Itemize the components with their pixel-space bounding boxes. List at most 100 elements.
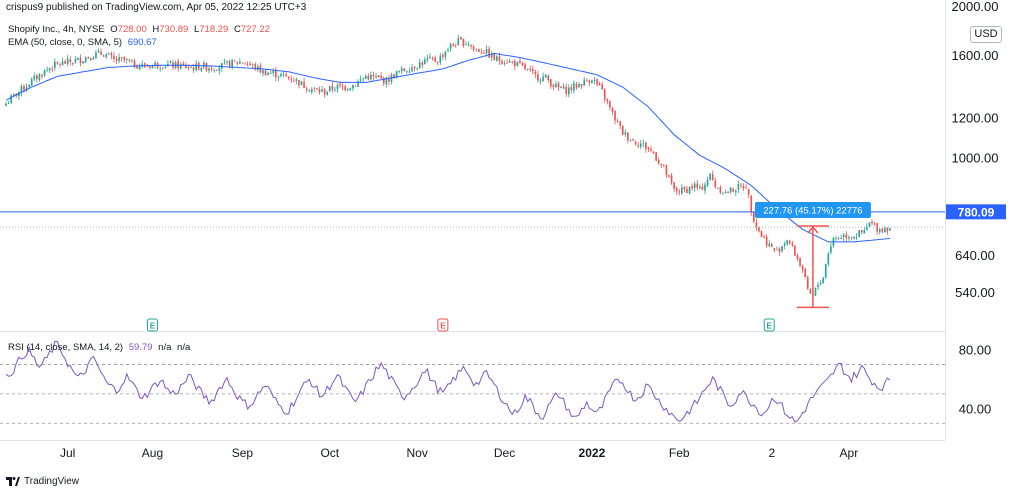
candle-body: [105, 54, 108, 57]
candle-body: [786, 240, 789, 245]
candle-body: [413, 66, 416, 69]
candle-body: [552, 85, 555, 88]
candle-body: [84, 57, 87, 63]
candle-body: [729, 187, 732, 192]
candle-body: [380, 75, 383, 79]
candle-body: [657, 159, 660, 164]
candle-body: [395, 70, 398, 78]
candle-body: [10, 95, 12, 103]
candle-body: [806, 277, 809, 289]
candle-body: [161, 68, 164, 69]
candle-body: [824, 263, 827, 278]
candle-body: [670, 175, 673, 183]
candle-body: [239, 61, 241, 64]
rsi-label: RSI (14, close, SMA, 14, 2): [8, 342, 124, 353]
candle-body: [663, 164, 665, 166]
candle-body: [46, 69, 48, 71]
candle-body: [61, 61, 64, 66]
candle-body: [691, 185, 693, 189]
candle-body: [531, 69, 534, 72]
candle-body: [74, 59, 77, 63]
candle-body: [400, 68, 403, 72]
candle-body: [521, 62, 524, 66]
candle-body: [801, 265, 804, 270]
candle-body: [23, 86, 25, 90]
candle-body: [778, 248, 781, 253]
candle-body: [822, 277, 825, 283]
candle-body: [871, 221, 873, 224]
earnings-marker-label: E: [767, 322, 773, 331]
candle-body: [488, 48, 490, 58]
earnings-marker-label: E: [150, 322, 156, 331]
candle-body: [323, 89, 326, 95]
candle-body: [334, 89, 336, 91]
candle-body: [390, 74, 393, 82]
candle-body: [478, 49, 480, 52]
candle-body: [732, 188, 735, 192]
earnings-marker-label: E: [440, 322, 446, 331]
candle-body: [639, 143, 642, 147]
candle-body: [542, 76, 544, 82]
candle-body: [321, 89, 323, 92]
candle-body: [655, 152, 657, 161]
candle-body: [154, 62, 156, 65]
candle-body: [310, 89, 313, 92]
candle-body: [262, 70, 264, 74]
candle-body: [742, 186, 745, 189]
price-tick-label: 640.00: [955, 248, 995, 263]
candle-body: [675, 188, 678, 192]
tradingview-logo-icon: [6, 477, 20, 486]
rsi-bands: [0, 364, 945, 424]
candle-body: [341, 86, 344, 88]
candle-body: [97, 50, 100, 53]
candle-body: [102, 55, 105, 57]
candle-body: [863, 230, 866, 234]
high-value: 730.89: [159, 24, 189, 35]
candle-body: [303, 81, 305, 88]
candle-body: [840, 237, 843, 239]
candle-body: [295, 79, 298, 81]
candle-body: [269, 72, 272, 74]
candle-body: [503, 63, 506, 64]
candle-body: [549, 79, 552, 87]
candle-body: [362, 78, 365, 80]
candle-body: [398, 71, 401, 73]
candle-body: [688, 186, 691, 194]
candle-body: [652, 151, 655, 154]
candle-body: [575, 84, 578, 88]
candle-body: [226, 61, 228, 63]
candle-body: [287, 76, 290, 79]
candle-body: [177, 61, 180, 69]
candle-body: [809, 289, 812, 294]
candle-body: [382, 77, 385, 84]
currency-button[interactable]: USD: [970, 26, 1002, 43]
price-tick-label: 1000.00: [952, 151, 999, 166]
candle-body: [429, 56, 431, 59]
candle-body: [357, 81, 359, 87]
candle-body: [858, 230, 860, 237]
candle-body: [367, 75, 370, 80]
candle-body: [418, 62, 421, 69]
candle-body: [408, 71, 411, 73]
candle-body: [426, 58, 429, 60]
candle-body: [480, 52, 483, 54]
candle-body: [352, 84, 354, 89]
candle-body: [107, 53, 110, 55]
candle-body: [267, 72, 269, 76]
candle-body: [457, 38, 460, 46]
price-axis-ticks: 2000.00 1600.00 1200.00 1000.00 640.00 540.00: [952, 0, 999, 300]
candle-body: [118, 57, 120, 61]
candle-body: [714, 180, 717, 188]
candle-body: [138, 66, 141, 70]
candle-body: [115, 58, 118, 61]
rsi-na-1: n/a: [158, 342, 172, 353]
candle-body: [645, 142, 647, 149]
candle-body: [565, 86, 568, 95]
candle-body: [424, 59, 426, 65]
candle-body: [508, 60, 511, 63]
candle-body: [403, 68, 406, 72]
price-range-measure[interactable]: 227.76 (45.17%) 22776: [754, 202, 871, 309]
candle-body: [233, 60, 236, 62]
candle-body: [71, 63, 74, 64]
candle-body: [346, 89, 349, 91]
